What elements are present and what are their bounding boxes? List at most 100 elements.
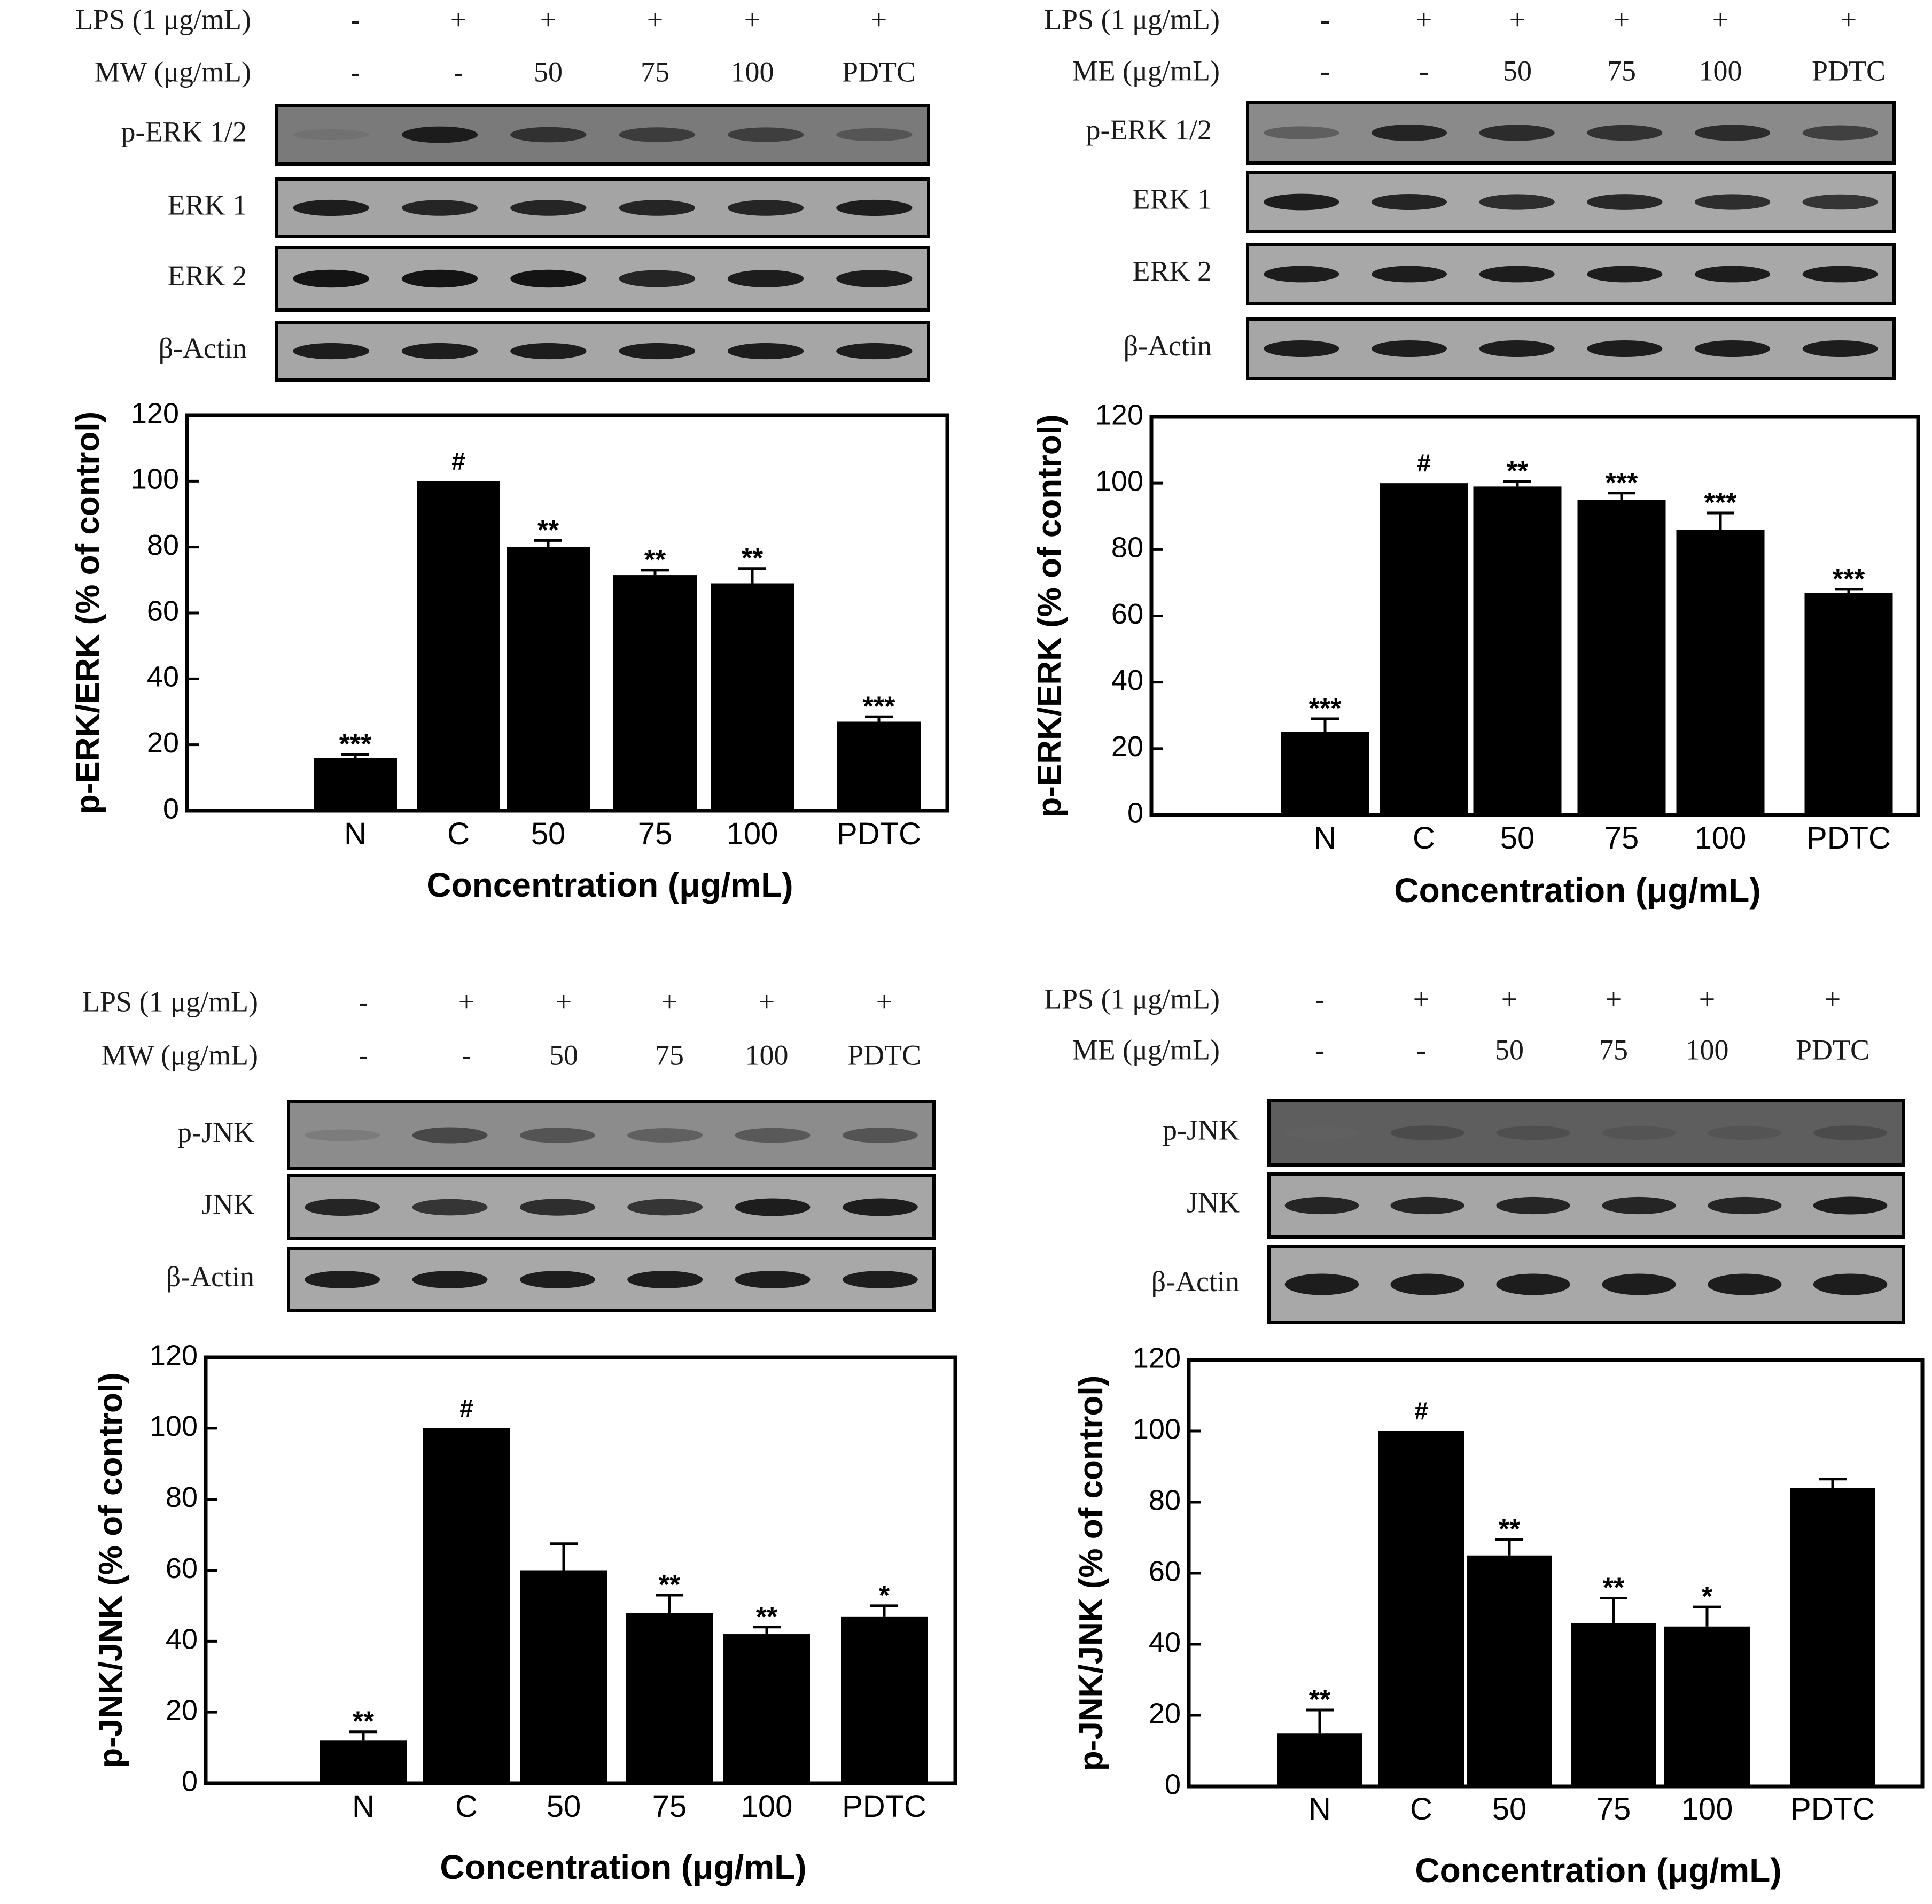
bar (1676, 530, 1765, 815)
blot-band (1708, 1273, 1782, 1295)
x-tick-label: 50 (531, 817, 566, 851)
blot-band (412, 1271, 488, 1288)
blot-band (1813, 1196, 1888, 1215)
blot-strip-frame (1267, 1245, 1905, 1324)
bar (507, 547, 590, 811)
blot-band (401, 200, 478, 216)
bar (1467, 1555, 1552, 1786)
bar (1277, 1733, 1362, 1786)
x-tick-label: 100 (741, 1789, 793, 1824)
treatment-value: + (540, 3, 556, 35)
x-axis-label: Concentration (μg/mL) (426, 866, 793, 904)
treatment-value: + (1606, 983, 1622, 1015)
treatment-value: - (454, 56, 463, 88)
blot-band (1371, 193, 1447, 211)
significance-marker: # (451, 447, 465, 475)
x-tick-label: PDTC (837, 817, 921, 851)
blot-row-label: p-JNK (177, 1116, 254, 1148)
treatment-value: + (661, 985, 677, 1017)
treatment-value: 75 (1607, 55, 1636, 87)
x-tick-label: 100 (1695, 821, 1747, 856)
blot-band (1284, 1126, 1359, 1139)
blot-row-label: JNK (201, 1188, 254, 1220)
blot-band (836, 343, 913, 360)
blot-band (293, 199, 369, 216)
blot-band (1813, 1273, 1888, 1295)
treatment-value: 75 (1599, 1033, 1628, 1066)
significance-marker: # (1414, 1397, 1428, 1425)
blot-band (305, 1271, 380, 1288)
treatment-value: 75 (641, 56, 669, 88)
bar (1378, 1431, 1464, 1786)
treatment-value: + (450, 3, 466, 35)
y-tick-label: 40 (1111, 664, 1143, 696)
blot-band (1390, 1196, 1464, 1215)
treatment-value: + (1416, 3, 1432, 35)
treatment-value: + (1699, 983, 1715, 1015)
blot-band (510, 200, 587, 216)
y-tick-label: 40 (147, 661, 179, 693)
significance-marker: ** (742, 543, 764, 574)
x-tick-label: 75 (1596, 1792, 1631, 1827)
treatment-row-label: LPS (1 μg/mL) (75, 3, 251, 35)
x-tick-label: 50 (1500, 821, 1535, 856)
blot-row-label: ERK 1 (168, 189, 247, 221)
treatment-value: - (1320, 3, 1330, 35)
significance-marker: ** (756, 1602, 778, 1633)
blot-band (627, 1271, 703, 1288)
panel-mw-jnk: LPS (1 μg/mL) - + + + + + MW (μg/mL) - - 50 75 100 PD… (82, 985, 957, 1886)
bar (613, 575, 697, 811)
blot-band (510, 269, 587, 288)
x-tick-label: C (455, 1789, 478, 1824)
x-tick-label: PDTC (1806, 821, 1891, 856)
blot-band (1496, 1125, 1570, 1140)
blot-band (1694, 194, 1771, 210)
significance-marker: ** (644, 545, 666, 576)
blot-band (1587, 125, 1663, 141)
blot-band (1264, 126, 1339, 139)
blot-strip (1246, 171, 1896, 233)
treatment-value: - (1320, 55, 1330, 87)
significance-marker: *** (1833, 564, 1865, 595)
x-tick-label: PDTC (1790, 1792, 1875, 1827)
blot-strip (275, 246, 930, 312)
y-tick-label: 40 (1149, 1626, 1181, 1658)
treatment-value: + (556, 985, 572, 1017)
blot-band (1496, 1196, 1570, 1215)
bar (1473, 486, 1562, 815)
blot-strip (275, 104, 930, 166)
y-tick-label: 40 (166, 1623, 198, 1656)
blot-band (1802, 340, 1878, 358)
blot-band (1694, 340, 1771, 358)
blot-row-label: β-Actin (1151, 1265, 1240, 1297)
bar (1571, 1623, 1656, 1786)
blot-band (293, 129, 369, 141)
significance-marker: ** (659, 1569, 681, 1600)
blot-band (1694, 266, 1771, 283)
x-tick-label: N (344, 817, 367, 851)
blot-strip (1267, 1099, 1905, 1167)
y-tick-label: 80 (147, 529, 179, 561)
significance-marker: ** (1309, 1684, 1331, 1715)
treatment-row-label: ME (μg/mL) (1072, 55, 1220, 87)
y-tick-label: 120 (1095, 399, 1143, 431)
y-tick-label: 60 (1149, 1555, 1181, 1587)
y-tick-label: 60 (166, 1552, 198, 1584)
blot-strip (275, 321, 930, 382)
y-axis-label: p-ERK/ERK (% of control) (69, 411, 106, 814)
treatment-value: - (1315, 1033, 1325, 1066)
blot-band (727, 270, 804, 287)
significance-marker: # (459, 1394, 473, 1422)
blot-strip (1246, 101, 1896, 165)
treatment-value: 100 (745, 1039, 789, 1071)
treatment-row-label: MW (μg/mL) (95, 56, 251, 88)
blot-band (1802, 125, 1878, 141)
blot-strip-frame (1246, 101, 1896, 165)
significance-marker: # (1417, 449, 1431, 477)
blot-band (1479, 340, 1555, 358)
significance-marker: *** (1606, 468, 1638, 499)
blot-row-label: β-Actin (159, 332, 247, 364)
blot-band (1371, 340, 1447, 358)
blot-strip-frame (275, 104, 930, 166)
